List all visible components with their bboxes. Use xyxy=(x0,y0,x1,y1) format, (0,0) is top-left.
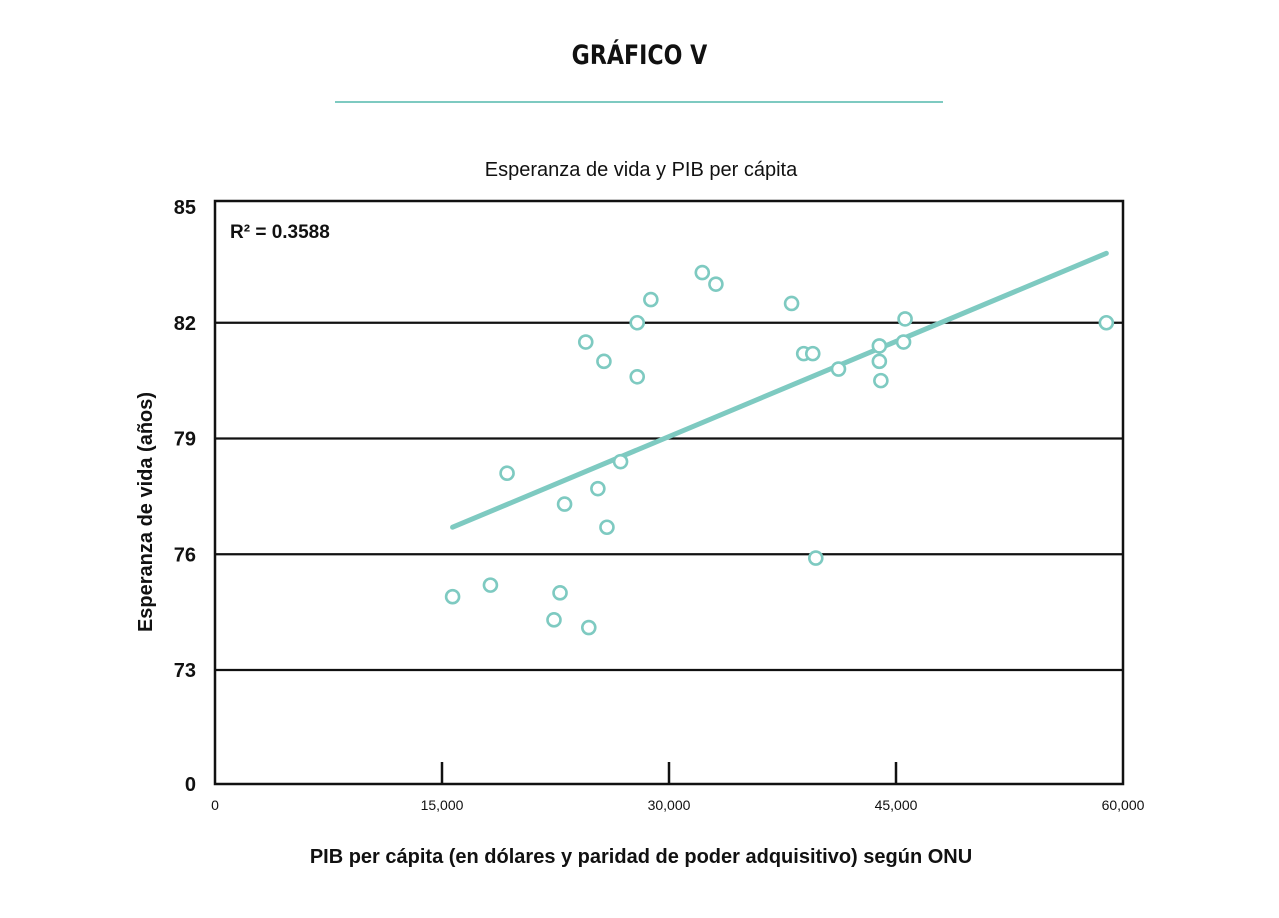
r-squared-annotation: R² = 0.3588 xyxy=(230,222,330,243)
data-point xyxy=(807,550,824,566)
data-point xyxy=(871,338,888,354)
data-point xyxy=(499,465,515,482)
data-point xyxy=(596,353,612,370)
data-point xyxy=(629,368,646,385)
x-tick-label: 60,000 xyxy=(1102,797,1145,813)
x-tick-label: 15,000 xyxy=(421,797,464,813)
y-tick-label: 0 xyxy=(185,774,196,796)
data-point xyxy=(482,577,499,593)
x-axis-label: PIB per cápita (en dólares y paridad de … xyxy=(310,846,972,868)
chart-title: Esperanza de vida y PIB per cápita xyxy=(485,159,798,181)
data-point xyxy=(895,334,912,350)
trendline-layer xyxy=(450,250,1109,530)
data-point xyxy=(830,361,847,377)
page-title: GRÁFICO V xyxy=(571,40,708,71)
data-point xyxy=(552,585,568,601)
data-point xyxy=(444,588,461,605)
x-tick-label: 0 xyxy=(211,797,219,813)
title-divider xyxy=(335,101,943,103)
x-axis-ticks xyxy=(440,762,898,784)
gridlines xyxy=(215,321,1123,672)
data-point xyxy=(643,291,659,308)
data-point xyxy=(599,519,615,536)
y-tick-label: 85 xyxy=(174,197,196,219)
data-point xyxy=(556,496,573,512)
data-point xyxy=(897,311,913,327)
y-tick-label: 82 xyxy=(174,313,196,335)
x-tick-label: 30,000 xyxy=(648,797,691,813)
data-point xyxy=(629,314,646,331)
x-tick-label: 45,000 xyxy=(875,797,918,813)
trendline xyxy=(450,250,1109,530)
y-tick-label: 73 xyxy=(174,660,196,682)
data-point xyxy=(871,353,888,370)
data-point xyxy=(577,334,594,350)
y-tick-label: 79 xyxy=(174,429,196,451)
data-point xyxy=(546,612,562,628)
data-point xyxy=(873,372,889,389)
data-point xyxy=(590,480,606,497)
data-point xyxy=(580,619,597,636)
y-axis-label: Esperanza de vida (años) xyxy=(135,392,157,632)
y-axis-tick-labels: 0 73 76 79 82 85 xyxy=(174,197,196,796)
data-point xyxy=(612,453,629,470)
data-point xyxy=(694,264,711,281)
scatter-points xyxy=(444,264,1115,636)
data-point xyxy=(708,276,724,292)
plot-frame xyxy=(213,199,1125,786)
data-point xyxy=(783,295,800,312)
data-point xyxy=(1098,314,1115,331)
data-point xyxy=(804,345,821,362)
x-axis-tick-labels: 0 15,000 30,000 45,000 60,000 xyxy=(211,797,1145,813)
y-tick-label: 76 xyxy=(174,544,196,566)
